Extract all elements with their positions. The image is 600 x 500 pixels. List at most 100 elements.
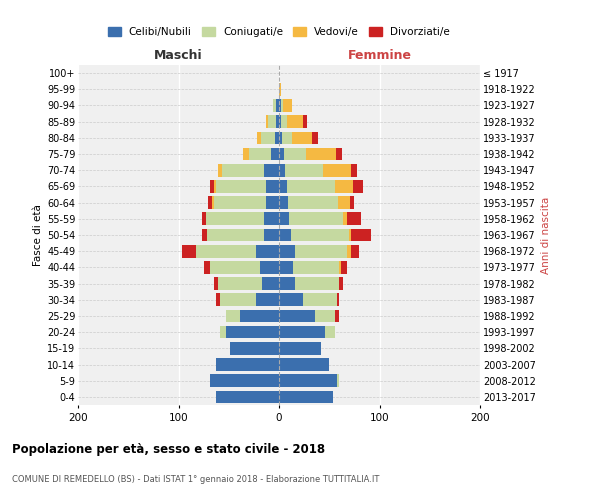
- Bar: [325, 326, 335, 338]
- Bar: [209, 374, 279, 387]
- Bar: [256, 245, 279, 258]
- Bar: [222, 164, 264, 176]
- Bar: [279, 196, 288, 209]
- Bar: [264, 164, 279, 176]
- Bar: [261, 132, 275, 144]
- Bar: [262, 278, 279, 290]
- Bar: [266, 180, 279, 192]
- Y-axis label: Fasce di età: Fasce di età: [32, 204, 43, 266]
- Bar: [279, 228, 291, 241]
- Bar: [249, 148, 271, 160]
- Legend: Celibi/Nubili, Coniugati/e, Vedovi/e, Divorziati/e: Celibi/Nubili, Coniugati/e, Vedovi/e, Di…: [104, 22, 454, 41]
- Bar: [306, 148, 336, 160]
- Bar: [341, 261, 347, 274]
- Bar: [279, 278, 295, 290]
- Bar: [295, 245, 347, 258]
- Bar: [315, 310, 335, 322]
- Bar: [214, 196, 266, 209]
- Bar: [215, 390, 279, 403]
- Bar: [323, 164, 352, 176]
- Bar: [243, 148, 249, 160]
- Bar: [337, 294, 340, 306]
- Bar: [220, 326, 226, 338]
- Bar: [340, 278, 343, 290]
- Bar: [279, 83, 281, 96]
- Bar: [312, 132, 318, 144]
- Bar: [206, 228, 264, 241]
- Y-axis label: Anni di nascita: Anni di nascita: [541, 196, 551, 274]
- Bar: [202, 228, 206, 241]
- Bar: [218, 278, 262, 290]
- Bar: [303, 116, 307, 128]
- Bar: [218, 164, 222, 176]
- Text: COMUNE DI REMEDELLO (BS) - Dati ISTAT 1° gennaio 2018 - Elaborazione TUTTITALIA.: COMUNE DI REMEDELLO (BS) - Dati ISTAT 1°…: [12, 475, 379, 484]
- Bar: [281, 99, 283, 112]
- Bar: [264, 212, 279, 225]
- Bar: [264, 228, 279, 241]
- Bar: [340, 261, 341, 274]
- Bar: [279, 310, 315, 322]
- Bar: [337, 374, 340, 387]
- Bar: [215, 294, 220, 306]
- Bar: [266, 116, 268, 128]
- Bar: [279, 148, 284, 160]
- Bar: [206, 212, 264, 225]
- Bar: [338, 196, 350, 209]
- Bar: [209, 180, 214, 192]
- Bar: [279, 261, 293, 274]
- Text: Maschi: Maschi: [154, 49, 203, 62]
- Bar: [343, 212, 347, 225]
- Bar: [289, 212, 343, 225]
- Bar: [292, 132, 312, 144]
- Bar: [281, 116, 287, 128]
- Bar: [271, 148, 279, 160]
- Text: Femmine: Femmine: [347, 49, 412, 62]
- Bar: [288, 196, 338, 209]
- Bar: [287, 180, 335, 192]
- Bar: [279, 132, 282, 144]
- Bar: [182, 245, 196, 258]
- Bar: [226, 310, 240, 322]
- Bar: [287, 116, 303, 128]
- Bar: [226, 326, 279, 338]
- Bar: [284, 148, 306, 160]
- Bar: [283, 99, 292, 112]
- Bar: [353, 180, 364, 192]
- Bar: [220, 294, 256, 306]
- Bar: [260, 261, 279, 274]
- Bar: [279, 358, 329, 371]
- Bar: [279, 390, 333, 403]
- Bar: [256, 294, 279, 306]
- Bar: [352, 228, 371, 241]
- Bar: [291, 228, 349, 241]
- Bar: [257, 132, 261, 144]
- Bar: [266, 196, 279, 209]
- Bar: [335, 310, 340, 322]
- Bar: [196, 245, 256, 258]
- Bar: [352, 245, 359, 258]
- Bar: [279, 326, 325, 338]
- Bar: [275, 132, 279, 144]
- Bar: [350, 196, 355, 209]
- Bar: [279, 212, 289, 225]
- Bar: [285, 164, 323, 176]
- Bar: [230, 342, 279, 354]
- Bar: [347, 245, 352, 258]
- Bar: [215, 358, 279, 371]
- Bar: [279, 99, 281, 112]
- Bar: [279, 245, 295, 258]
- Bar: [279, 116, 281, 128]
- Bar: [276, 116, 279, 128]
- Bar: [349, 228, 352, 241]
- Text: Popolazione per età, sesso e stato civile - 2018: Popolazione per età, sesso e stato civil…: [12, 442, 325, 456]
- Bar: [214, 180, 215, 192]
- Bar: [293, 261, 340, 274]
- Bar: [202, 212, 206, 225]
- Bar: [347, 212, 361, 225]
- Bar: [279, 374, 337, 387]
- Bar: [240, 310, 279, 322]
- Bar: [352, 164, 358, 176]
- Bar: [279, 342, 321, 354]
- Bar: [209, 261, 260, 274]
- Bar: [279, 294, 303, 306]
